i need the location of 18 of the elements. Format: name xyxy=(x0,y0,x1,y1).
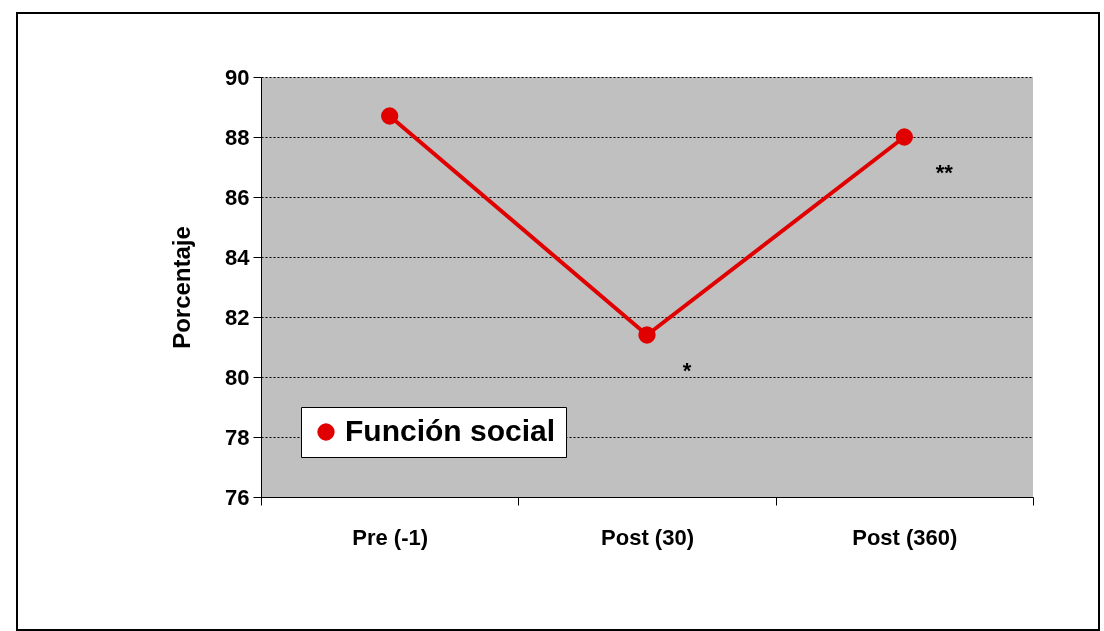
y-tick-label: 86 xyxy=(225,184,250,210)
y-tick-label: 90 xyxy=(225,64,250,90)
x-tick-label: Post (360) xyxy=(852,524,958,550)
annotation: * xyxy=(682,358,692,383)
y-tick-label: 80 xyxy=(225,364,250,390)
y-tick-label: 78 xyxy=(225,424,250,450)
point xyxy=(895,128,913,146)
x-tick-label: Post (30) xyxy=(601,524,694,550)
x-tick-label: Pre (-1) xyxy=(352,524,429,550)
point xyxy=(381,107,399,125)
legend-label: Función social xyxy=(345,414,556,447)
y-axis-title: Porcentaje xyxy=(168,226,196,349)
y-tick-label: 88 xyxy=(225,124,250,150)
point xyxy=(638,326,656,344)
annotation: ** xyxy=(935,160,954,185)
y-tick-label: 76 xyxy=(225,484,250,510)
y-tick-label: 82 xyxy=(225,304,250,330)
y-tick-label: 84 xyxy=(225,244,251,270)
